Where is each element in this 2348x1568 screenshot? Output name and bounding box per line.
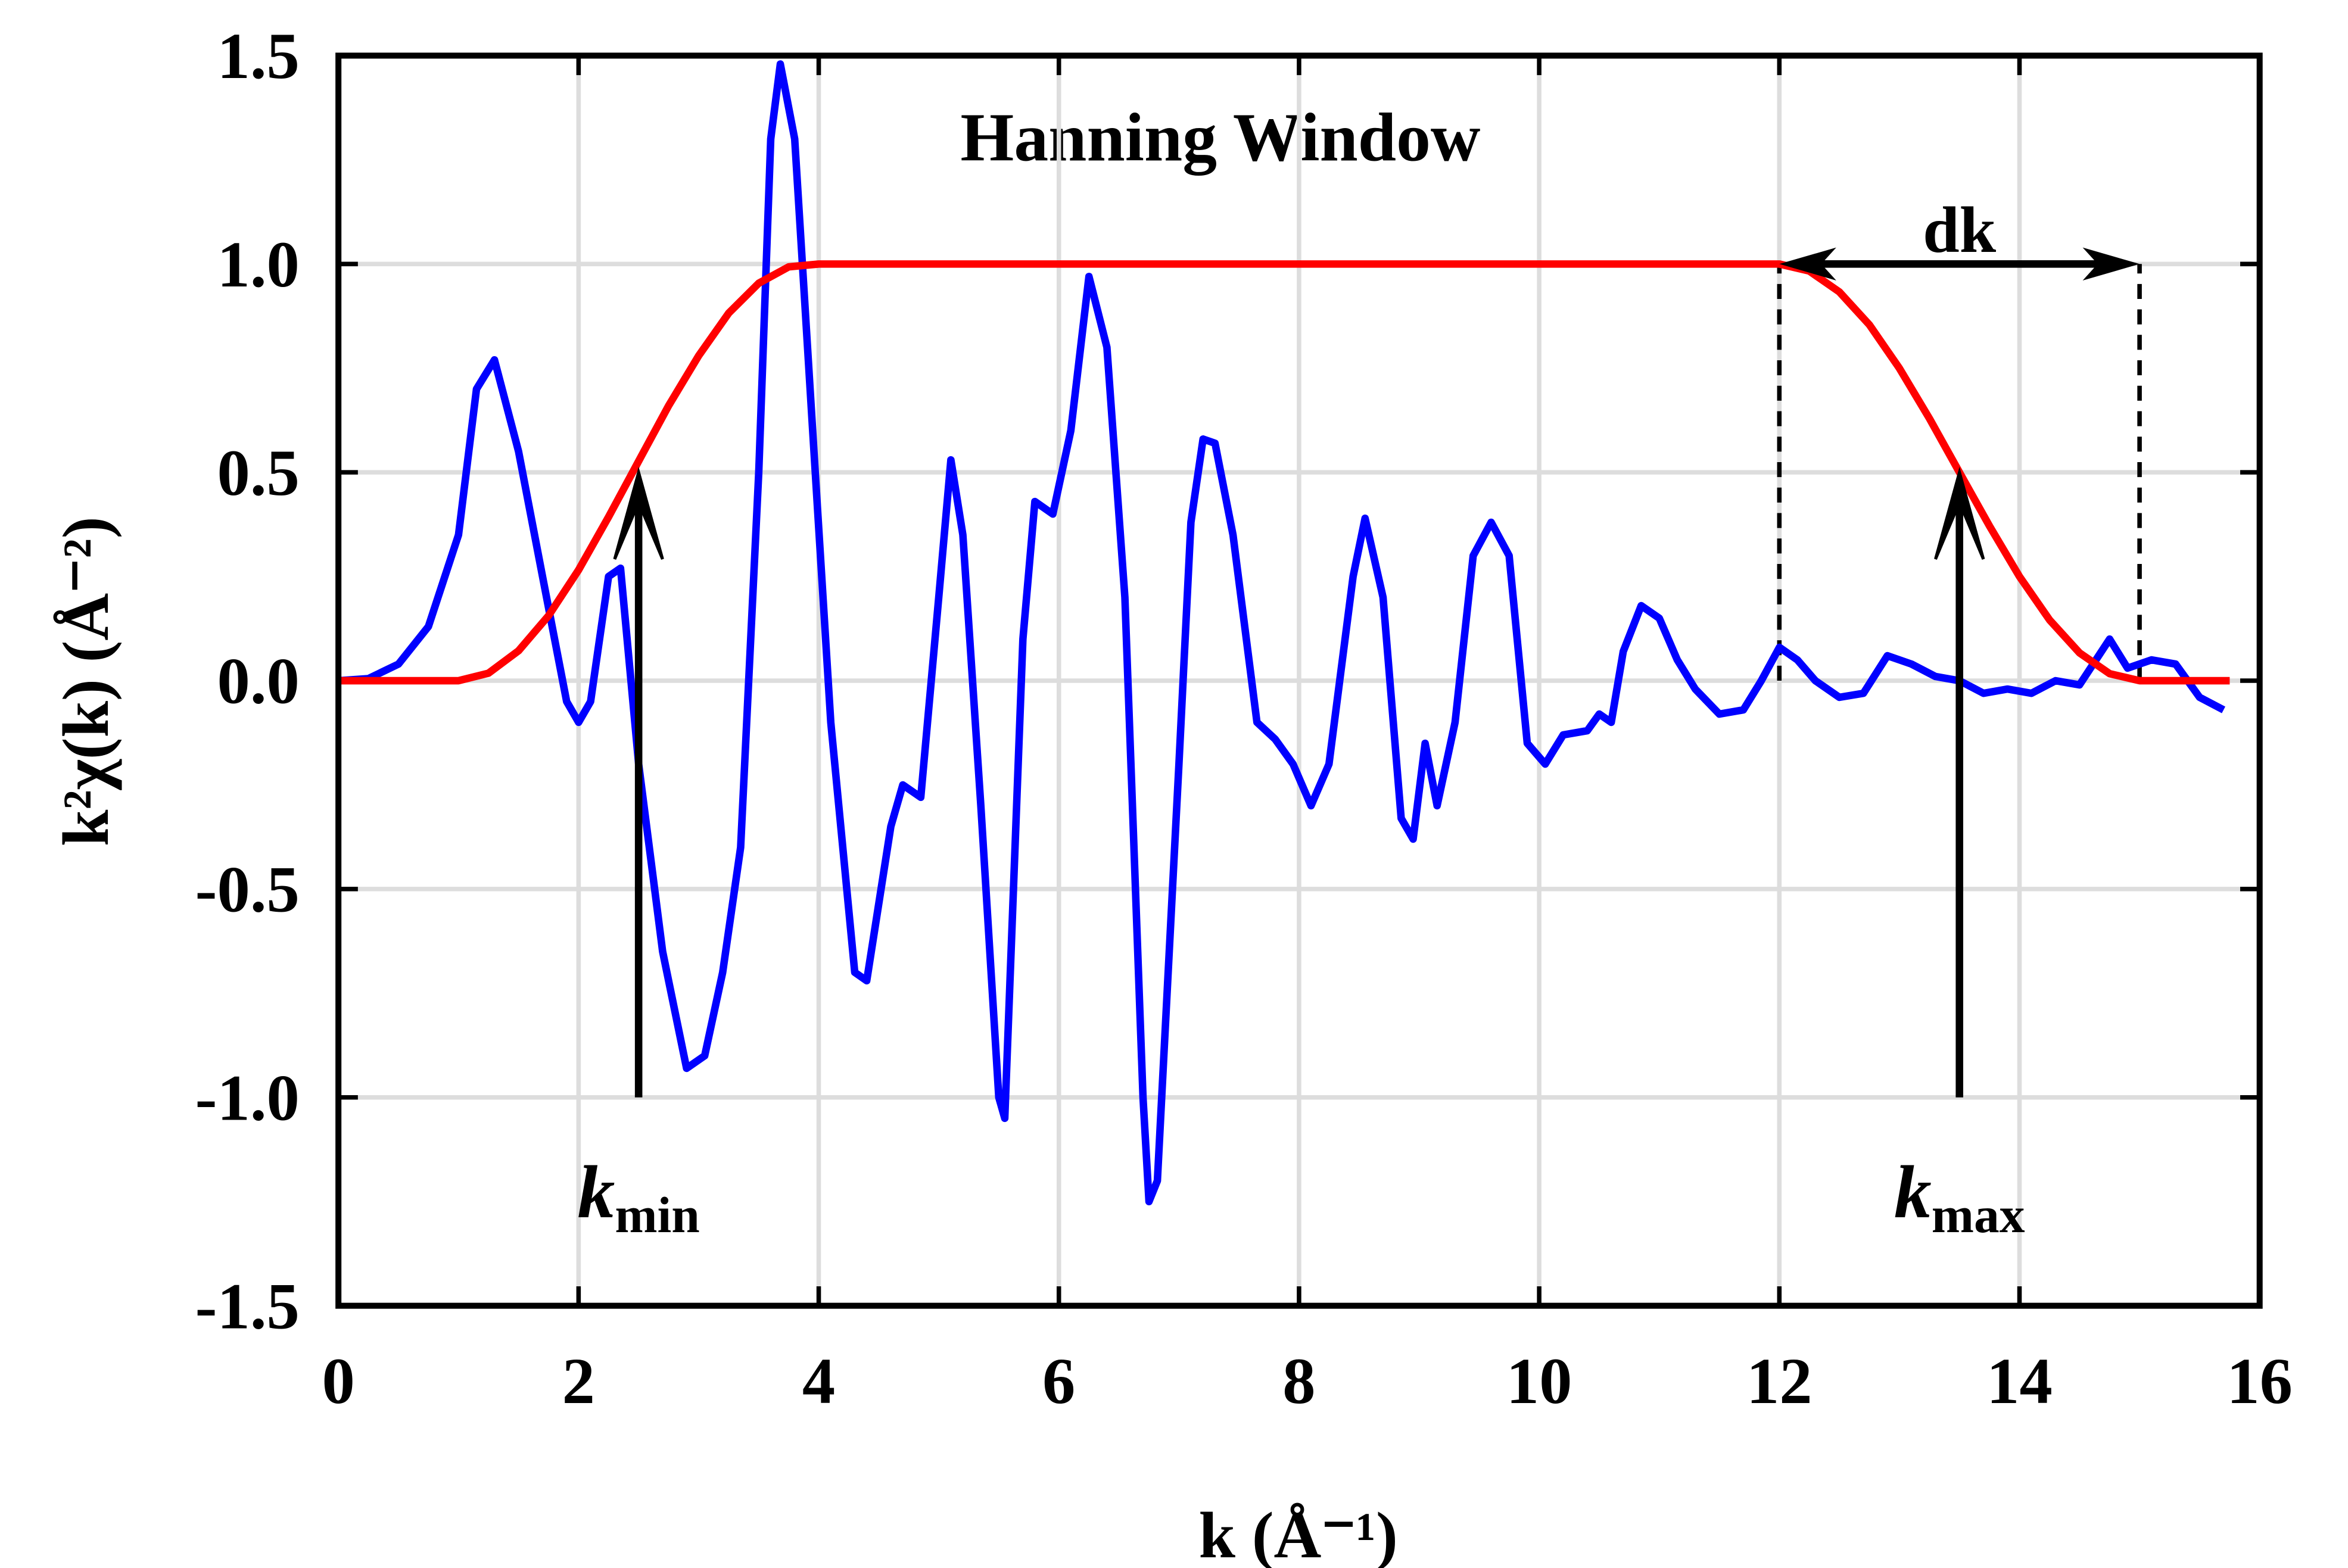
series-line xyxy=(338,260,2230,685)
arrow-label-sub: max xyxy=(1932,1187,2025,1243)
x-tick-label: 0 xyxy=(322,1344,355,1417)
y-tick-label: -1.5 xyxy=(195,1269,300,1342)
x-tick-label: 6 xyxy=(1042,1344,1075,1417)
y-axis-label: k²χ(k) (Å⁻²) xyxy=(49,516,122,846)
y-tick-label: 1.5 xyxy=(217,19,300,92)
x-tick-label: 8 xyxy=(1282,1344,1315,1417)
x-tick-label: 12 xyxy=(1746,1344,1813,1417)
dk-label: dk xyxy=(1923,193,1997,266)
arrow-head xyxy=(613,466,664,560)
x-tick-label: 4 xyxy=(802,1344,835,1417)
x-tick-label: 16 xyxy=(2226,1344,2293,1417)
arrow-label-main: k xyxy=(577,1151,615,1234)
y-tick-label: 0.5 xyxy=(217,436,300,509)
chart-title: Hanning Window xyxy=(960,99,1480,176)
y-tick-label: -1.0 xyxy=(195,1061,300,1134)
x-tick-label: 2 xyxy=(562,1344,595,1417)
x-axis-label: k (Å⁻¹) xyxy=(1199,1498,1398,1568)
arrow-label: kmin xyxy=(577,1151,699,1243)
arrow-label-sub: min xyxy=(615,1187,699,1243)
series-line xyxy=(338,60,2226,1205)
arrow-head xyxy=(2082,247,2140,280)
y-tick-label: 1.0 xyxy=(217,227,300,301)
x-tick-label: 14 xyxy=(1986,1344,2053,1417)
y-tick-label: 0.0 xyxy=(217,644,300,718)
plot-frame xyxy=(335,52,2263,1309)
arrow-label-main: k xyxy=(1894,1151,1932,1234)
x-tick-label: 10 xyxy=(1506,1344,1572,1417)
arrow-head xyxy=(1779,247,1836,280)
arrow-head xyxy=(1934,466,1985,560)
y-tick-label: -0.5 xyxy=(195,853,300,926)
arrow-label: kmax xyxy=(1894,1151,2025,1243)
